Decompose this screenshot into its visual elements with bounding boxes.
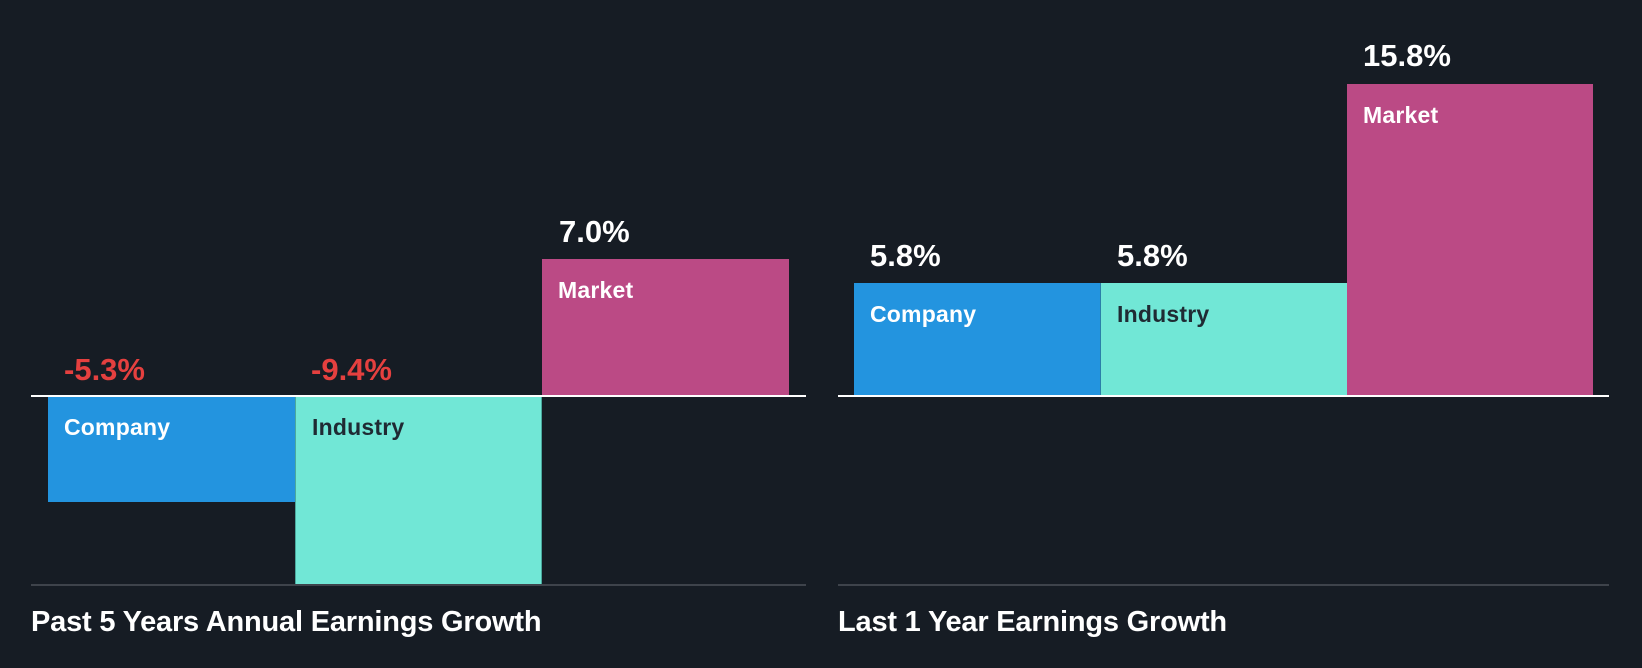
- company-bar: Company: [854, 283, 1100, 395]
- chart-title: Past 5 Years Annual Earnings Growth: [31, 606, 542, 638]
- market-bar: Market: [1347, 84, 1593, 395]
- market-label: Market: [1363, 102, 1439, 128]
- bottom-axis-line: [31, 584, 806, 586]
- market-value: 15.8%: [1363, 38, 1451, 73]
- industry-bar: Industry: [1100, 283, 1347, 395]
- industry-label: Industry: [1117, 301, 1210, 327]
- company-value: -5.3%: [64, 352, 145, 387]
- industry-label: Industry: [312, 414, 405, 440]
- market-label: Market: [558, 277, 634, 303]
- industry-bar: Industry: [295, 396, 542, 585]
- company-label: Company: [870, 301, 977, 327]
- chart-past-5-years: -5.3% -9.4% 7.0% Company Industry Market…: [0, 0, 820, 668]
- zero-baseline: [838, 395, 1609, 397]
- bottom-axis-line: [838, 584, 1609, 586]
- zero-baseline: [31, 395, 806, 397]
- company-value: 5.8%: [870, 238, 941, 273]
- market-value: 7.0%: [559, 214, 630, 249]
- industry-value: 5.8%: [1117, 238, 1188, 273]
- chart-title: Last 1 Year Earnings Growth: [838, 606, 1227, 638]
- market-bar: Market: [542, 259, 789, 395]
- company-label: Company: [64, 414, 171, 440]
- industry-value: -9.4%: [311, 352, 392, 387]
- company-bar: Company: [48, 396, 295, 502]
